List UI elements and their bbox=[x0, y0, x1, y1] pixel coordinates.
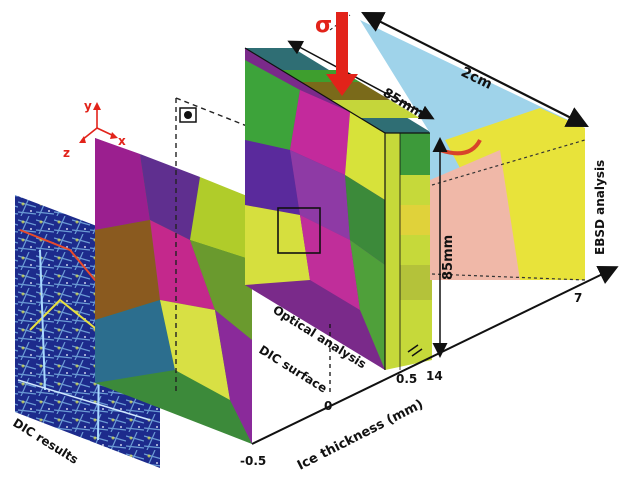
grain-map-plate bbox=[95, 138, 252, 444]
height-label: 85mm bbox=[441, 235, 456, 280]
tick-neg: -0.5 bbox=[240, 454, 266, 468]
coordinate-axes bbox=[79, 102, 118, 143]
tick-7: 7 bbox=[574, 291, 582, 305]
axis-x-label: x bbox=[118, 134, 126, 148]
tick-half: 0.5 bbox=[396, 372, 417, 386]
axis-y-label: y bbox=[84, 99, 92, 113]
axis-z-label: z bbox=[63, 146, 70, 160]
axis-title: Ice thickness (mm) bbox=[295, 397, 426, 474]
ebsd-label: EBSD analysis bbox=[593, 160, 607, 255]
tick-14: 14 bbox=[426, 369, 443, 383]
camera-frame bbox=[175, 97, 253, 392]
dimension-arrows bbox=[287, 12, 589, 358]
dic-surface-label: DIC surface bbox=[256, 343, 329, 396]
tick-zero: 0 bbox=[324, 399, 332, 413]
stress-arrow bbox=[326, 12, 358, 96]
sigma-label: σ bbox=[315, 13, 332, 38]
zoom-box bbox=[277, 207, 321, 254]
